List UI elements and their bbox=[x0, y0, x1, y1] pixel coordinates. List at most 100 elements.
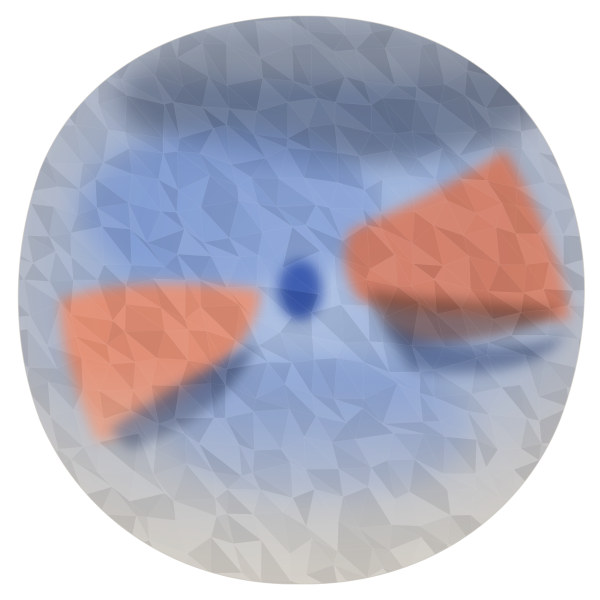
facet bbox=[293, 15, 309, 32]
facet bbox=[46, 335, 82, 358]
facet bbox=[501, 202, 517, 234]
facet bbox=[420, 42, 445, 85]
facet bbox=[421, 420, 446, 438]
facet bbox=[30, 203, 55, 238]
facet bbox=[18, 487, 21, 527]
facet bbox=[240, 472, 261, 491]
facet bbox=[275, 204, 317, 226]
facet bbox=[523, 263, 544, 294]
facet bbox=[278, 331, 315, 361]
facet bbox=[516, 147, 546, 189]
facet bbox=[134, 357, 158, 387]
facet bbox=[226, 124, 266, 159]
facet bbox=[276, 178, 317, 208]
facet bbox=[307, 126, 339, 153]
facet bbox=[380, 212, 413, 244]
facet bbox=[18, 58, 23, 81]
facet bbox=[495, 226, 527, 265]
facet bbox=[252, 133, 288, 159]
facet bbox=[18, 472, 49, 501]
facet bbox=[517, 15, 539, 25]
facet bbox=[257, 254, 283, 289]
facet bbox=[552, 205, 580, 236]
facet bbox=[46, 345, 83, 369]
facet bbox=[570, 55, 585, 83]
facet bbox=[228, 199, 263, 239]
facet bbox=[106, 344, 137, 365]
facet bbox=[56, 574, 70, 585]
facet bbox=[410, 278, 437, 316]
facet bbox=[442, 255, 471, 290]
facet bbox=[130, 228, 166, 268]
facet bbox=[18, 79, 27, 114]
facet bbox=[152, 266, 187, 281]
facet bbox=[394, 85, 418, 101]
facet bbox=[538, 443, 578, 464]
facet bbox=[83, 441, 100, 474]
facet bbox=[440, 15, 470, 25]
facet bbox=[213, 417, 240, 445]
facet bbox=[331, 422, 356, 443]
facet bbox=[49, 163, 81, 190]
facet bbox=[43, 84, 82, 99]
facet bbox=[210, 536, 242, 573]
facet bbox=[18, 510, 21, 540]
facet bbox=[210, 536, 243, 574]
facet bbox=[389, 524, 423, 551]
facet bbox=[291, 359, 315, 396]
facet bbox=[69, 226, 105, 266]
facet bbox=[176, 206, 204, 244]
facet bbox=[563, 264, 585, 291]
facet bbox=[154, 75, 184, 103]
facet bbox=[419, 392, 441, 422]
facet bbox=[96, 566, 129, 585]
facet bbox=[418, 302, 445, 347]
facet bbox=[486, 146, 518, 189]
facet bbox=[408, 491, 452, 527]
facet bbox=[570, 133, 585, 164]
facet bbox=[215, 497, 228, 517]
facet bbox=[18, 172, 32, 204]
facet bbox=[381, 97, 417, 133]
facet bbox=[432, 346, 478, 371]
facet bbox=[518, 494, 551, 522]
facet bbox=[334, 75, 372, 106]
facet bbox=[470, 345, 488, 359]
facet bbox=[486, 354, 526, 386]
facet bbox=[130, 410, 156, 451]
facet bbox=[162, 104, 181, 139]
facet bbox=[172, 500, 217, 521]
facet bbox=[201, 75, 230, 109]
facet bbox=[517, 494, 550, 522]
facet bbox=[358, 155, 383, 191]
facet bbox=[286, 138, 312, 150]
facet bbox=[289, 552, 307, 582]
facet bbox=[70, 232, 106, 266]
facet bbox=[381, 85, 417, 100]
facet bbox=[303, 436, 340, 470]
facet bbox=[408, 489, 451, 516]
facet bbox=[54, 250, 74, 281]
facet bbox=[184, 433, 215, 473]
facet bbox=[491, 29, 521, 51]
facet bbox=[226, 42, 264, 86]
facet bbox=[516, 187, 554, 212]
facet bbox=[337, 152, 365, 191]
facet bbox=[340, 304, 370, 343]
facet bbox=[487, 318, 513, 344]
facet bbox=[18, 15, 31, 30]
facet bbox=[458, 146, 494, 181]
facet bbox=[78, 511, 110, 550]
facet bbox=[416, 44, 445, 88]
facet bbox=[289, 574, 322, 585]
facet bbox=[253, 15, 292, 22]
facet bbox=[500, 541, 523, 567]
facet bbox=[70, 313, 108, 346]
facet bbox=[342, 341, 370, 363]
facet bbox=[366, 224, 396, 270]
facet bbox=[278, 287, 319, 314]
facet bbox=[233, 540, 262, 581]
facet bbox=[48, 205, 72, 237]
facet bbox=[18, 284, 31, 320]
facet bbox=[488, 414, 528, 449]
